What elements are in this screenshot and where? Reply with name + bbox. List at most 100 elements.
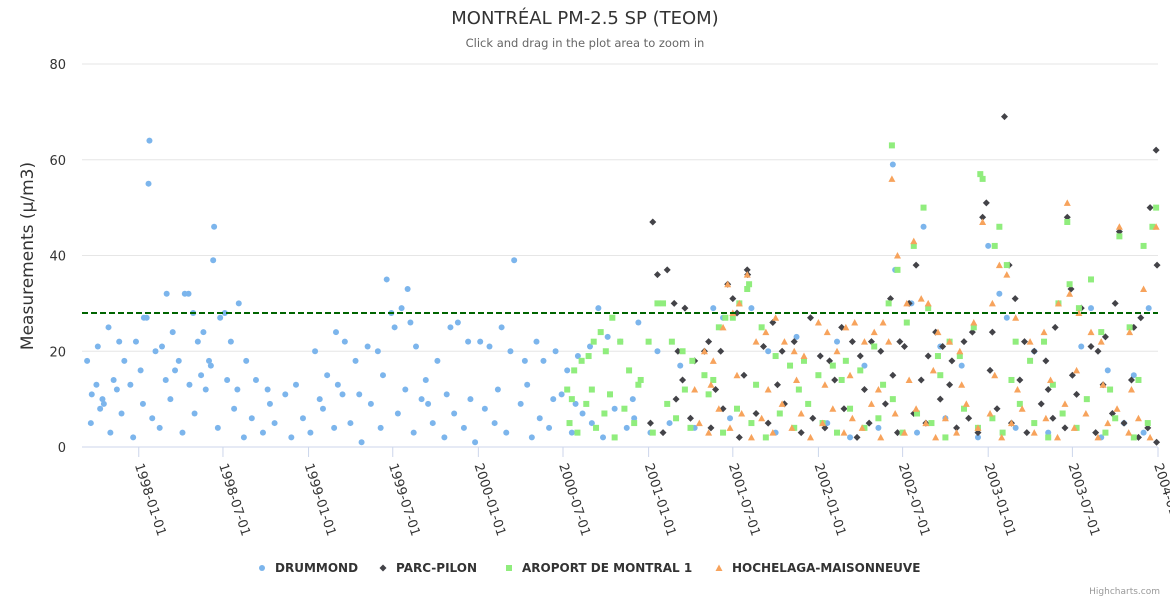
data-point[interactable] bbox=[418, 396, 425, 403]
data-point[interactable] bbox=[110, 376, 117, 383]
data-point[interactable] bbox=[659, 429, 667, 437]
data-point[interactable] bbox=[829, 405, 837, 412]
data-point[interactable] bbox=[1007, 419, 1015, 427]
data-point[interactable] bbox=[1140, 429, 1147, 436]
data-point[interactable] bbox=[552, 348, 559, 355]
data-point[interactable] bbox=[762, 328, 770, 336]
data-point[interactable] bbox=[743, 271, 751, 278]
data-point[interactable] bbox=[838, 376, 845, 383]
data-point[interactable] bbox=[1066, 290, 1074, 297]
data-point[interactable] bbox=[1067, 285, 1075, 293]
data-point[interactable] bbox=[443, 391, 450, 398]
data-point[interactable] bbox=[681, 304, 689, 312]
data-point[interactable] bbox=[100, 400, 107, 407]
data-point[interactable] bbox=[924, 299, 932, 307]
data-point[interactable] bbox=[979, 175, 986, 182]
data-point[interactable] bbox=[377, 424, 384, 431]
data-point[interactable] bbox=[733, 405, 740, 412]
legend-item[interactable]: AROPORT DE MONTRAL 1 bbox=[506, 561, 692, 575]
data-point[interactable] bbox=[780, 338, 788, 345]
data-point[interactable] bbox=[760, 342, 768, 350]
data-point[interactable] bbox=[985, 242, 992, 249]
data-point[interactable] bbox=[729, 295, 737, 303]
data-point[interactable] bbox=[1020, 338, 1028, 346]
data-point[interactable] bbox=[903, 299, 911, 307]
data-point[interactable] bbox=[932, 433, 940, 441]
data-point[interactable] bbox=[654, 348, 661, 355]
data-point[interactable] bbox=[857, 367, 864, 374]
data-point[interactable] bbox=[524, 381, 531, 388]
data-point[interactable] bbox=[905, 376, 913, 383]
data-point[interactable] bbox=[744, 286, 751, 293]
data-point[interactable] bbox=[993, 405, 1001, 413]
data-point[interactable] bbox=[705, 429, 713, 436]
data-point[interactable] bbox=[646, 419, 654, 427]
data-point[interactable] bbox=[894, 266, 901, 273]
data-point[interactable] bbox=[1088, 305, 1095, 312]
data-point[interactable] bbox=[800, 352, 808, 360]
data-point[interactable] bbox=[602, 348, 609, 355]
data-point[interactable] bbox=[1146, 204, 1154, 212]
data-point[interactable] bbox=[746, 281, 753, 288]
data-point[interactable] bbox=[631, 420, 638, 427]
data-point[interactable] bbox=[597, 329, 604, 336]
legend-marker[interactable] bbox=[506, 565, 512, 571]
data-point[interactable] bbox=[912, 405, 920, 412]
data-point[interactable] bbox=[900, 342, 908, 350]
data-point[interactable] bbox=[663, 266, 671, 274]
data-point[interactable] bbox=[687, 424, 694, 431]
data-point[interactable] bbox=[1088, 276, 1095, 283]
data-point[interactable] bbox=[871, 343, 878, 350]
data-point[interactable] bbox=[1153, 438, 1161, 446]
plot-area[interactable] bbox=[84, 113, 1161, 446]
data-point[interactable] bbox=[1026, 338, 1034, 345]
data-point[interactable] bbox=[922, 419, 930, 427]
data-point[interactable] bbox=[877, 347, 885, 355]
data-point[interactable] bbox=[691, 386, 699, 393]
data-point[interactable] bbox=[1152, 146, 1160, 154]
legend-item[interactable]: HOCHELAGA-MAISONNEUVE bbox=[715, 561, 921, 575]
data-point[interactable] bbox=[572, 400, 579, 407]
data-point[interactable] bbox=[860, 386, 868, 394]
data-point[interactable] bbox=[793, 333, 800, 340]
data-point[interactable] bbox=[517, 400, 524, 407]
data-point[interactable] bbox=[186, 381, 193, 388]
data-point[interactable] bbox=[701, 372, 708, 379]
data-point[interactable] bbox=[814, 319, 822, 326]
data-point[interactable] bbox=[282, 391, 289, 398]
data-point[interactable] bbox=[571, 367, 578, 374]
data-point[interactable] bbox=[105, 324, 112, 331]
data-point[interactable] bbox=[574, 429, 581, 436]
data-point[interactable] bbox=[1098, 329, 1105, 336]
data-point[interactable] bbox=[1073, 366, 1081, 374]
data-point[interactable] bbox=[167, 396, 174, 403]
data-point[interactable] bbox=[977, 171, 984, 178]
data-point[interactable] bbox=[593, 424, 600, 431]
data-point[interactable] bbox=[1073, 390, 1081, 398]
data-point[interactable] bbox=[996, 290, 1003, 297]
data-point[interactable] bbox=[705, 391, 712, 398]
data-point[interactable] bbox=[1134, 414, 1142, 422]
data-point[interactable] bbox=[88, 391, 95, 398]
data-point[interactable] bbox=[407, 319, 414, 326]
data-point[interactable] bbox=[788, 424, 796, 431]
data-point[interactable] bbox=[797, 429, 805, 437]
data-point[interactable] bbox=[758, 324, 765, 331]
data-point[interactable] bbox=[227, 338, 234, 345]
data-point[interactable] bbox=[1012, 424, 1019, 431]
data-point[interactable] bbox=[715, 324, 722, 331]
data-point[interactable] bbox=[991, 371, 999, 379]
data-point[interactable] bbox=[769, 429, 777, 436]
data-point[interactable] bbox=[97, 405, 104, 412]
data-point[interactable] bbox=[748, 305, 755, 312]
data-point[interactable] bbox=[664, 400, 671, 407]
data-point[interactable] bbox=[941, 414, 949, 422]
data-point[interactable] bbox=[877, 433, 885, 441]
data-point[interactable] bbox=[695, 419, 703, 427]
data-point[interactable] bbox=[1049, 414, 1057, 422]
data-point[interactable] bbox=[861, 362, 868, 369]
data-point[interactable] bbox=[137, 367, 144, 374]
data-point[interactable] bbox=[1102, 429, 1109, 436]
data-point[interactable] bbox=[809, 414, 817, 422]
data-point[interactable] bbox=[422, 376, 429, 383]
